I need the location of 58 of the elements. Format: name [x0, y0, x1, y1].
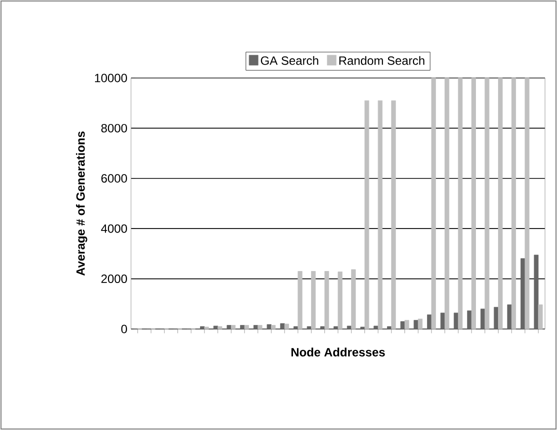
bar: [444, 78, 450, 330]
bar: [360, 326, 365, 330]
bar: [200, 326, 205, 330]
legend-label: Random Search: [339, 56, 424, 65]
bar: [284, 324, 289, 330]
bar: [294, 326, 298, 330]
bar: [440, 312, 446, 330]
bar: [471, 78, 476, 330]
bar: [280, 323, 285, 330]
y-tick-label: 0: [121, 324, 128, 334]
bar: [431, 78, 436, 330]
bar: [484, 78, 490, 330]
bar: [226, 325, 232, 330]
bar: [253, 325, 258, 330]
y-tick-label: 2000: [101, 274, 127, 284]
bar: [404, 320, 410, 330]
x-axis-title: Node Addresses: [291, 348, 385, 356]
bar: [338, 272, 342, 330]
bar: [364, 100, 370, 330]
y-tick-label: 4000: [101, 224, 127, 233]
bar: [454, 312, 458, 330]
bar: [400, 321, 405, 330]
y-tick-label: 6000: [101, 174, 127, 183]
bar: [334, 326, 338, 330]
bar: [218, 326, 222, 330]
bar: [204, 326, 209, 330]
bar: [538, 304, 543, 330]
bar: [458, 78, 463, 330]
bar: [494, 306, 498, 330]
bar: [320, 326, 325, 330]
bar: [374, 326, 378, 330]
bar: [230, 325, 236, 330]
y-tick-label: 10000: [95, 74, 127, 82]
bar: [271, 325, 276, 330]
bar: [244, 325, 249, 330]
bar: [511, 78, 516, 330]
bar: [306, 326, 312, 330]
y-tick-label: 8000: [101, 124, 127, 132]
legend-label: GA Search: [260, 56, 318, 65]
bar: [534, 254, 539, 330]
bar: [311, 271, 316, 330]
y-axis-title: Average # of Generations: [76, 132, 88, 276]
bar: [324, 271, 330, 330]
bar: [387, 326, 392, 330]
bar: [378, 100, 382, 330]
bar: [524, 78, 530, 330]
bar: [507, 304, 512, 330]
bar: [351, 269, 356, 330]
bar: [258, 325, 262, 330]
bar: [414, 320, 418, 330]
bar: [391, 100, 396, 330]
bar: [213, 326, 218, 330]
bar: [266, 324, 272, 330]
bar: [418, 318, 423, 330]
bar: [498, 78, 503, 330]
bar: [240, 325, 245, 330]
bar: [298, 271, 302, 330]
bar: [346, 326, 352, 330]
